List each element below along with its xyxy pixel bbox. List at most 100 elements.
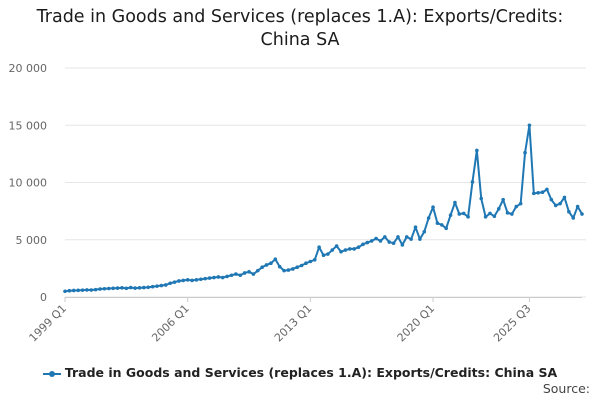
series-layer (63, 123, 584, 294)
data-point (527, 123, 532, 128)
data-point (440, 223, 444, 227)
data-point (111, 286, 115, 291)
data-point (545, 187, 549, 192)
data-point (107, 286, 111, 291)
data-point (567, 209, 571, 214)
data-point (575, 204, 580, 209)
data-point (374, 236, 378, 241)
data-point (93, 287, 98, 292)
data-point (475, 148, 479, 153)
data-point (155, 284, 159, 288)
data-point (212, 275, 216, 280)
data-point (89, 288, 94, 292)
data-point (312, 257, 317, 262)
data-point (216, 275, 221, 279)
data-point (461, 211, 466, 216)
data-point (247, 270, 251, 274)
y-axis: 0 5 000 10 000 15 000 20 000 (9, 62, 48, 304)
data-point (238, 273, 243, 278)
data-point (168, 281, 172, 286)
legend[interactable]: Trade in Goods and Services (replaces 1.… (0, 365, 600, 380)
data-point (356, 245, 361, 249)
data-point (413, 225, 418, 229)
gridlines (65, 67, 586, 298)
data-point (242, 271, 247, 275)
legend-swatch (42, 369, 61, 379)
chart-title: Trade in Goods and Services (replaces 1.… (0, 6, 600, 52)
y-tick-label: 15 000 (9, 119, 48, 132)
data-point (400, 243, 405, 247)
data-point (80, 288, 85, 292)
data-point (63, 289, 67, 294)
data-point (128, 285, 133, 290)
data-point (190, 278, 194, 283)
data-point (444, 226, 448, 231)
data-point (321, 253, 326, 258)
x-axis: 1999 Q1 2006 Q1 2013 Q1 2020 Q1 2025 Q3 (27, 297, 582, 344)
data-point (225, 274, 229, 279)
data-point (146, 285, 151, 290)
data-point (76, 288, 80, 293)
data-point (378, 239, 383, 243)
data-point (562, 195, 567, 200)
data-point (286, 268, 291, 272)
legend-label: Trade in Goods and Services (replaces 1.… (64, 365, 558, 380)
source-label: Source: (542, 381, 590, 396)
data-point (251, 272, 256, 276)
data-point (435, 221, 440, 225)
data-point (391, 241, 396, 245)
data-point (255, 268, 260, 273)
data-point (488, 211, 492, 216)
data-point (558, 201, 562, 206)
data-point (304, 261, 308, 266)
data-point (396, 235, 400, 239)
data-point (496, 207, 501, 211)
data-point (291, 267, 295, 271)
x-tick-label: 1999 Q1 (27, 302, 70, 345)
data-point (124, 286, 129, 291)
data-point (159, 283, 164, 288)
data-point (185, 278, 190, 282)
data-point (510, 212, 514, 216)
data-point (177, 279, 181, 283)
data-point (264, 263, 269, 267)
data-point (220, 275, 225, 280)
data-point (71, 288, 76, 293)
data-point (426, 216, 431, 220)
data-point (98, 287, 102, 291)
x-tick-label: 2025 Q3 (491, 302, 534, 345)
data-point (326, 252, 330, 256)
data-point (553, 203, 558, 208)
data-point (142, 285, 146, 290)
data-point (387, 240, 392, 244)
data-point (137, 286, 142, 290)
data-point (207, 276, 212, 280)
data-point (540, 190, 545, 195)
data-point (532, 191, 536, 196)
data-point (536, 191, 540, 195)
data-point (580, 212, 584, 216)
data-point (431, 205, 435, 209)
y-tick-label: 20 000 (9, 62, 48, 75)
data-point (505, 211, 510, 215)
data-point (203, 276, 207, 281)
series-line (64, 124, 583, 293)
data-point (295, 265, 300, 270)
data-point (339, 249, 343, 254)
data-point (361, 242, 365, 247)
y-tick-label: 10 000 (9, 177, 48, 190)
data-point (181, 278, 186, 283)
data-point (229, 273, 234, 278)
data-point (308, 259, 313, 264)
data-point (448, 213, 453, 217)
data-point (85, 288, 89, 292)
chart-title-line-2: China SA (260, 30, 340, 50)
data-point (369, 239, 374, 243)
x-tick-label: 2020 Q1 (395, 302, 438, 345)
data-point (514, 204, 519, 209)
chart-title-line-1: Trade in Goods and Services (replaces 1.… (36, 7, 564, 27)
y-tick-label: 5 000 (16, 234, 48, 247)
data-point (120, 286, 124, 290)
data-point (365, 240, 370, 245)
